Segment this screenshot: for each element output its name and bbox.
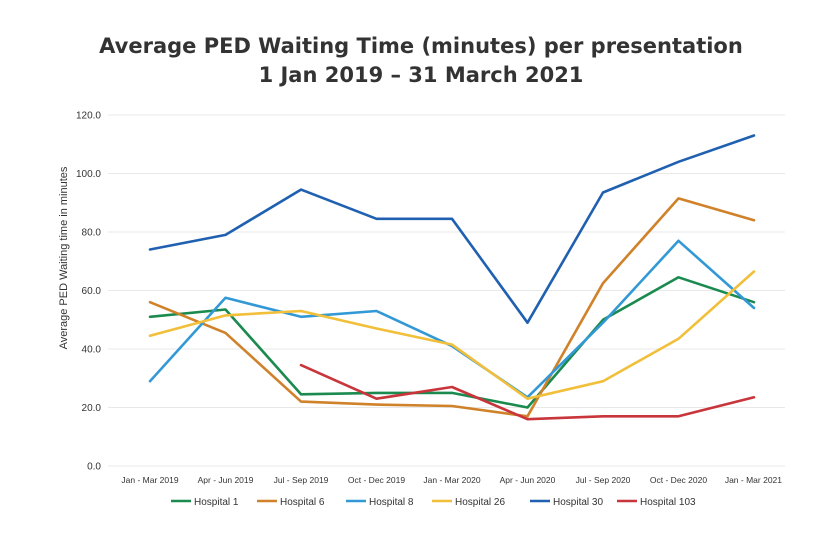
series-hospital-30 (148, 134, 756, 324)
series-lines (148, 134, 756, 421)
y-axis-ticks: 0.0 20.0 40.0 60.0 80.0 100.0 120.0 (76, 111, 101, 473)
x-tick-label: Oct - Dec 2019 (348, 475, 405, 485)
legend-item: Hospital 6 (257, 497, 325, 508)
x-tick-label: Jan - Mar 2021 (725, 475, 782, 485)
x-axis-ticks: Jan - Mar 2019 Apr - Jun 2019 Jul - Sep 20… (121, 475, 782, 485)
y-tick-label: 100.0 (76, 169, 101, 180)
x-tick-label: Oct - Dec 2020 (650, 475, 707, 485)
chart-title: Average PED Waiting Time (minutes) per p… (99, 34, 743, 58)
series-hospital-103 (299, 363, 756, 421)
x-tick-label: Apr - Jun 2019 (198, 475, 254, 485)
x-tick-label: Jan - Mar 2020 (423, 475, 480, 485)
y-tick-label: 60.0 (82, 286, 102, 297)
y-tick-label: 80.0 (82, 228, 102, 239)
y-tick-label: 0.0 (87, 462, 101, 473)
x-tick-label: Jan - Mar 2019 (121, 475, 178, 485)
chart-subtitle: 1 Jan 2019 – 31 March 2021 (259, 63, 584, 87)
legend-label: Hospital 6 (280, 497, 325, 508)
x-tick-label: Jul - Sep 2020 (576, 475, 631, 485)
y-tick-label: 120.0 (76, 111, 101, 122)
legend-item: Hospital 103 (617, 497, 696, 508)
y-axis-title: Average PED Waiting time in minutes (58, 166, 70, 349)
series-hospital-26 (148, 270, 756, 400)
legend-label: Hospital 1 (194, 497, 239, 508)
legend-item: Hospital 30 (530, 497, 603, 508)
legend-item: Hospital 26 (432, 497, 505, 508)
gridlines (108, 114, 785, 467)
series-hospital-6 (148, 197, 756, 418)
legend-label: Hospital 30 (553, 497, 603, 508)
legend-label: Hospital 103 (640, 497, 696, 508)
x-tick-label: Apr - Jun 2020 (500, 475, 556, 485)
legend-item: Hospital 1 (171, 497, 239, 508)
legend: Hospital 1 Hospital 6 Hospital 8 Hospital 2… (171, 497, 696, 508)
y-tick-label: 20.0 (82, 403, 102, 414)
legend-label: Hospital 26 (455, 497, 505, 508)
legend-label: Hospital 8 (369, 497, 414, 508)
legend-item: Hospital 8 (346, 497, 414, 508)
series-hospital-1 (148, 276, 756, 409)
y-tick-label: 40.0 (82, 345, 102, 356)
x-tick-label: Jul - Sep 2019 (274, 475, 329, 485)
